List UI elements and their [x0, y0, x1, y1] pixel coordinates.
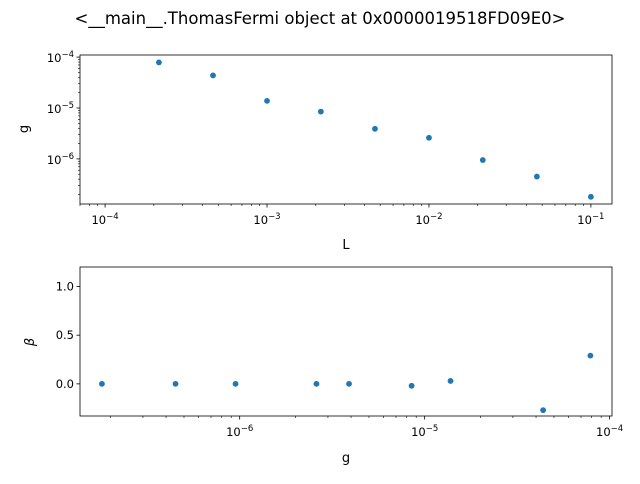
top-axes-x-tick-label: 10−3 — [253, 212, 280, 227]
top-axes-data-point — [317, 108, 324, 115]
top-axes-data-point — [264, 97, 270, 104]
top-axes-data-point — [479, 157, 486, 163]
top-axes-x-tick-label: 10−2 — [415, 212, 442, 227]
bottom-axes-xlabel: g — [342, 451, 350, 466]
top-axes-ylabel: g — [17, 125, 32, 133]
top-axes-data-point — [426, 134, 432, 141]
bottom-axes-data-point — [587, 352, 594, 359]
bottom-axes-x-tick-label: 10−6 — [226, 424, 253, 439]
bottom-axes-x-tick-label: 10−5 — [411, 424, 438, 439]
bottom-axes-y-tick-label: 0.0 — [56, 377, 74, 391]
top-axes-data-point — [533, 173, 540, 180]
top-axes-y-tick-label: 10−6 — [47, 152, 74, 167]
top-axes-data-point — [210, 72, 216, 79]
bottom-axes-points — [99, 352, 594, 414]
bottom-axes-x-tick-label: 10−4 — [596, 424, 623, 439]
bottom-axes-data-point — [346, 380, 352, 387]
bottom-axes-data-point — [99, 380, 105, 387]
bottom-axes-y-tick-label: 0.5 — [56, 328, 74, 342]
top-axes-ticks: 10−4 10−3 10−2 10−1 10−6 10−5 10−4 — [47, 50, 605, 227]
top-axes-x-tick-label: 10−4 — [91, 212, 118, 227]
bottom-axes-y-tick-label: 1.0 — [56, 279, 74, 293]
top-axes-frame — [79, 54, 613, 205]
bottom-axes-data-point — [172, 380, 179, 387]
bottom-axes-data-point — [232, 380, 239, 387]
bottom-axes: 10−6 10−5 10−4 0.0 0.5 1.0 g β — [23, 266, 624, 466]
bottom-axes-data-point — [447, 378, 454, 384]
top-axes-y-tick-label: 10−5 — [47, 101, 74, 116]
bottom-axes-data-point — [540, 407, 547, 414]
bottom-axes-data-point — [313, 380, 320, 387]
top-axes: 10−4 10−3 10−2 10−1 10−6 10−5 10−4 L g — [17, 50, 613, 253]
top-axes-data-point — [156, 59, 162, 66]
top-axes-points — [156, 59, 594, 200]
top-axes-data-point — [372, 125, 378, 132]
figure-title: <__main__.ThomasFermi object at 0x000001… — [75, 9, 566, 29]
top-axes-y-tick-label: 10−4 — [47, 50, 74, 65]
bottom-axes-ylabel: β — [23, 338, 38, 347]
top-axes-data-point — [587, 193, 594, 200]
bottom-axes-ticks: 10−6 10−5 10−4 0.0 0.5 1.0 — [56, 279, 624, 439]
bottom-axes-data-point — [408, 382, 415, 389]
top-axes-xlabel: L — [342, 238, 350, 253]
top-axes-x-tick-label: 10−1 — [577, 212, 604, 227]
bottom-axes-frame — [79, 266, 613, 417]
